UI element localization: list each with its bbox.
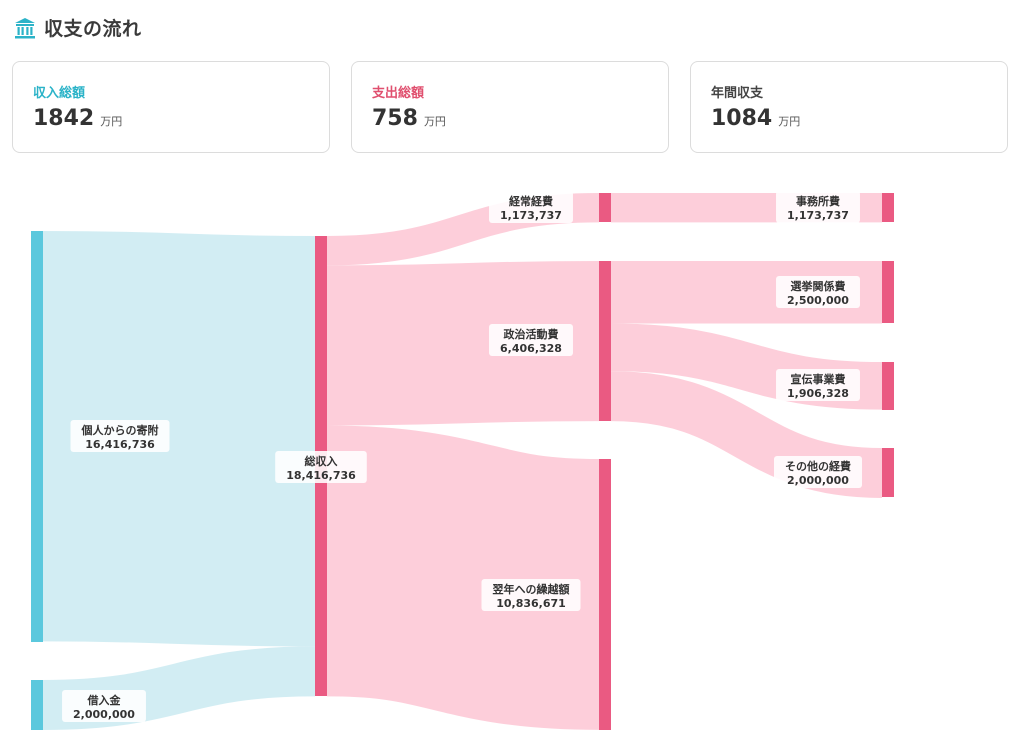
income-total-unit: 万円 [100, 115, 123, 128]
sankey-node-senkyo[interactable] [882, 261, 894, 323]
page-title: 収支の流れ [44, 18, 142, 40]
sankey-node-senden[interactable] [882, 362, 894, 410]
sankey-node-yokunen[interactable] [599, 459, 611, 730]
section-header: 収支の流れ [14, 14, 142, 41]
sankey-label-value: 18,416,736 [286, 469, 356, 482]
sankey-label-value: 1,173,737 [500, 209, 562, 222]
sankey-node-jimusho[interactable] [882, 193, 894, 222]
expense-total-card: 支出総額 758 万円 [351, 61, 669, 153]
sankey-node-kojin[interactable] [31, 231, 43, 642]
sankey-label-name: 選挙関係費 [791, 279, 846, 293]
sankey-label-value: 2,500,000 [787, 294, 849, 307]
sankey-label-name: 政治活動費 [504, 327, 559, 341]
income-total-label: 収入総額 [33, 86, 86, 101]
sankey-node-seiji[interactable] [599, 261, 611, 421]
sankey-label-name: 経常経費 [509, 194, 553, 208]
sankey-label-value: 1,906,328 [787, 387, 849, 400]
sankey-label-name: その他の経費 [785, 459, 851, 473]
annual-balance-value: 1084 [711, 106, 773, 131]
expense-total-label: 支出総額 [372, 86, 425, 101]
sankey-node-keijo[interactable] [599, 193, 611, 222]
sankey-label-name: 翌年への繰越額 [493, 582, 570, 596]
sankey-label-value: 1,173,737 [787, 209, 849, 222]
income-total-value: 1842 [33, 106, 95, 131]
sankey-node-sonota[interactable] [882, 448, 894, 497]
annual-balance-card: 年間収支 1084 万円 [690, 61, 1008, 153]
sankey-label-name: 事務所費 [796, 194, 840, 208]
sankey-label-name: 借入金 [87, 693, 122, 707]
sankey-labels: 個人からの寄附16,416,736借入金2,000,000総収入18,416,7… [62, 191, 862, 722]
sankey-links [42, 193, 883, 730]
expense-total-value: 758 [372, 106, 418, 131]
sankey-label-name: 個人からの寄附 [81, 423, 159, 437]
sankey-label-value: 16,416,736 [85, 438, 155, 451]
income-total-card: 収入総額 1842 万円 [12, 61, 330, 153]
sankey-label-name: 総収入 [305, 454, 338, 468]
sankey-label-value: 2,000,000 [787, 474, 849, 487]
sankey-node-kariire[interactable] [31, 680, 43, 730]
sankey-label-value: 2,000,000 [73, 708, 135, 721]
sankey-label-value: 6,406,328 [500, 342, 562, 355]
annual-balance-unit: 万円 [778, 115, 801, 128]
annual-balance-label: 年間収支 [711, 86, 764, 101]
sankey-label-value: 10,836,671 [496, 597, 566, 610]
sankey-label-name: 宣伝事業費 [791, 372, 846, 386]
expense-total-unit: 万円 [423, 115, 446, 128]
bank-icon [15, 17, 35, 38]
